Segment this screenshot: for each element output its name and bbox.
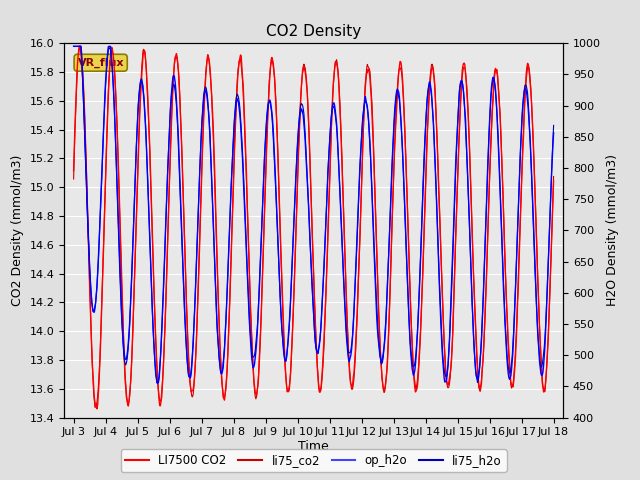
op_h2o (128, 275, 136, 280)
LI7500 CO2 (550, 178, 557, 184)
li75_co2 (178, 144, 186, 150)
li75_h2o (79, 70, 86, 76)
Line: op_h2o: op_h2o (74, 47, 554, 383)
Line: li75_h2o: li75_h2o (74, 47, 554, 384)
LI7500 CO2 (79, 80, 87, 85)
op_h2o (79, 64, 86, 70)
op_h2o (177, 210, 185, 216)
li75_co2 (373, 247, 381, 252)
li75_co2 (79, 72, 87, 78)
LI7500 CO2 (70, 168, 77, 174)
LI7500 CO2 (387, 264, 394, 270)
li75_h2o (154, 381, 161, 386)
li75_co2 (204, 57, 211, 63)
op_h2o (550, 130, 557, 135)
X-axis label: Time: Time (298, 440, 329, 453)
Title: CO2 Density: CO2 Density (266, 24, 361, 39)
Y-axis label: CO2 Density (mmol/m3): CO2 Density (mmol/m3) (11, 155, 24, 306)
li75_co2 (76, 45, 84, 50)
LI7500 CO2 (129, 321, 137, 326)
op_h2o (70, 44, 77, 49)
li75_h2o (550, 122, 557, 128)
Line: LI7500 CO2: LI7500 CO2 (74, 46, 554, 409)
li75_co2 (70, 176, 77, 182)
li75_co2 (387, 269, 394, 275)
Y-axis label: H2O Density (mmol/m3): H2O Density (mmol/m3) (607, 155, 620, 306)
LI7500 CO2 (204, 56, 211, 61)
li75_h2o (177, 215, 185, 221)
op_h2o (153, 380, 161, 386)
Line: li75_co2: li75_co2 (74, 48, 554, 408)
li75_h2o (128, 274, 136, 279)
li75_h2o (386, 216, 394, 221)
Legend: LI7500 CO2, li75_co2, op_h2o, li75_h2o: LI7500 CO2, li75_co2, op_h2o, li75_h2o (120, 449, 507, 472)
op_h2o (386, 216, 394, 222)
li75_co2 (129, 324, 137, 330)
LI7500 CO2 (76, 43, 83, 49)
op_h2o (203, 90, 211, 96)
Text: VR_flux: VR_flux (77, 58, 124, 68)
li75_co2 (91, 405, 99, 410)
LI7500 CO2 (373, 246, 381, 252)
li75_h2o (203, 86, 211, 92)
LI7500 CO2 (93, 406, 101, 412)
li75_h2o (372, 288, 380, 293)
li75_co2 (550, 174, 557, 180)
LI7500 CO2 (178, 146, 186, 152)
li75_h2o (70, 44, 77, 49)
op_h2o (372, 298, 380, 304)
